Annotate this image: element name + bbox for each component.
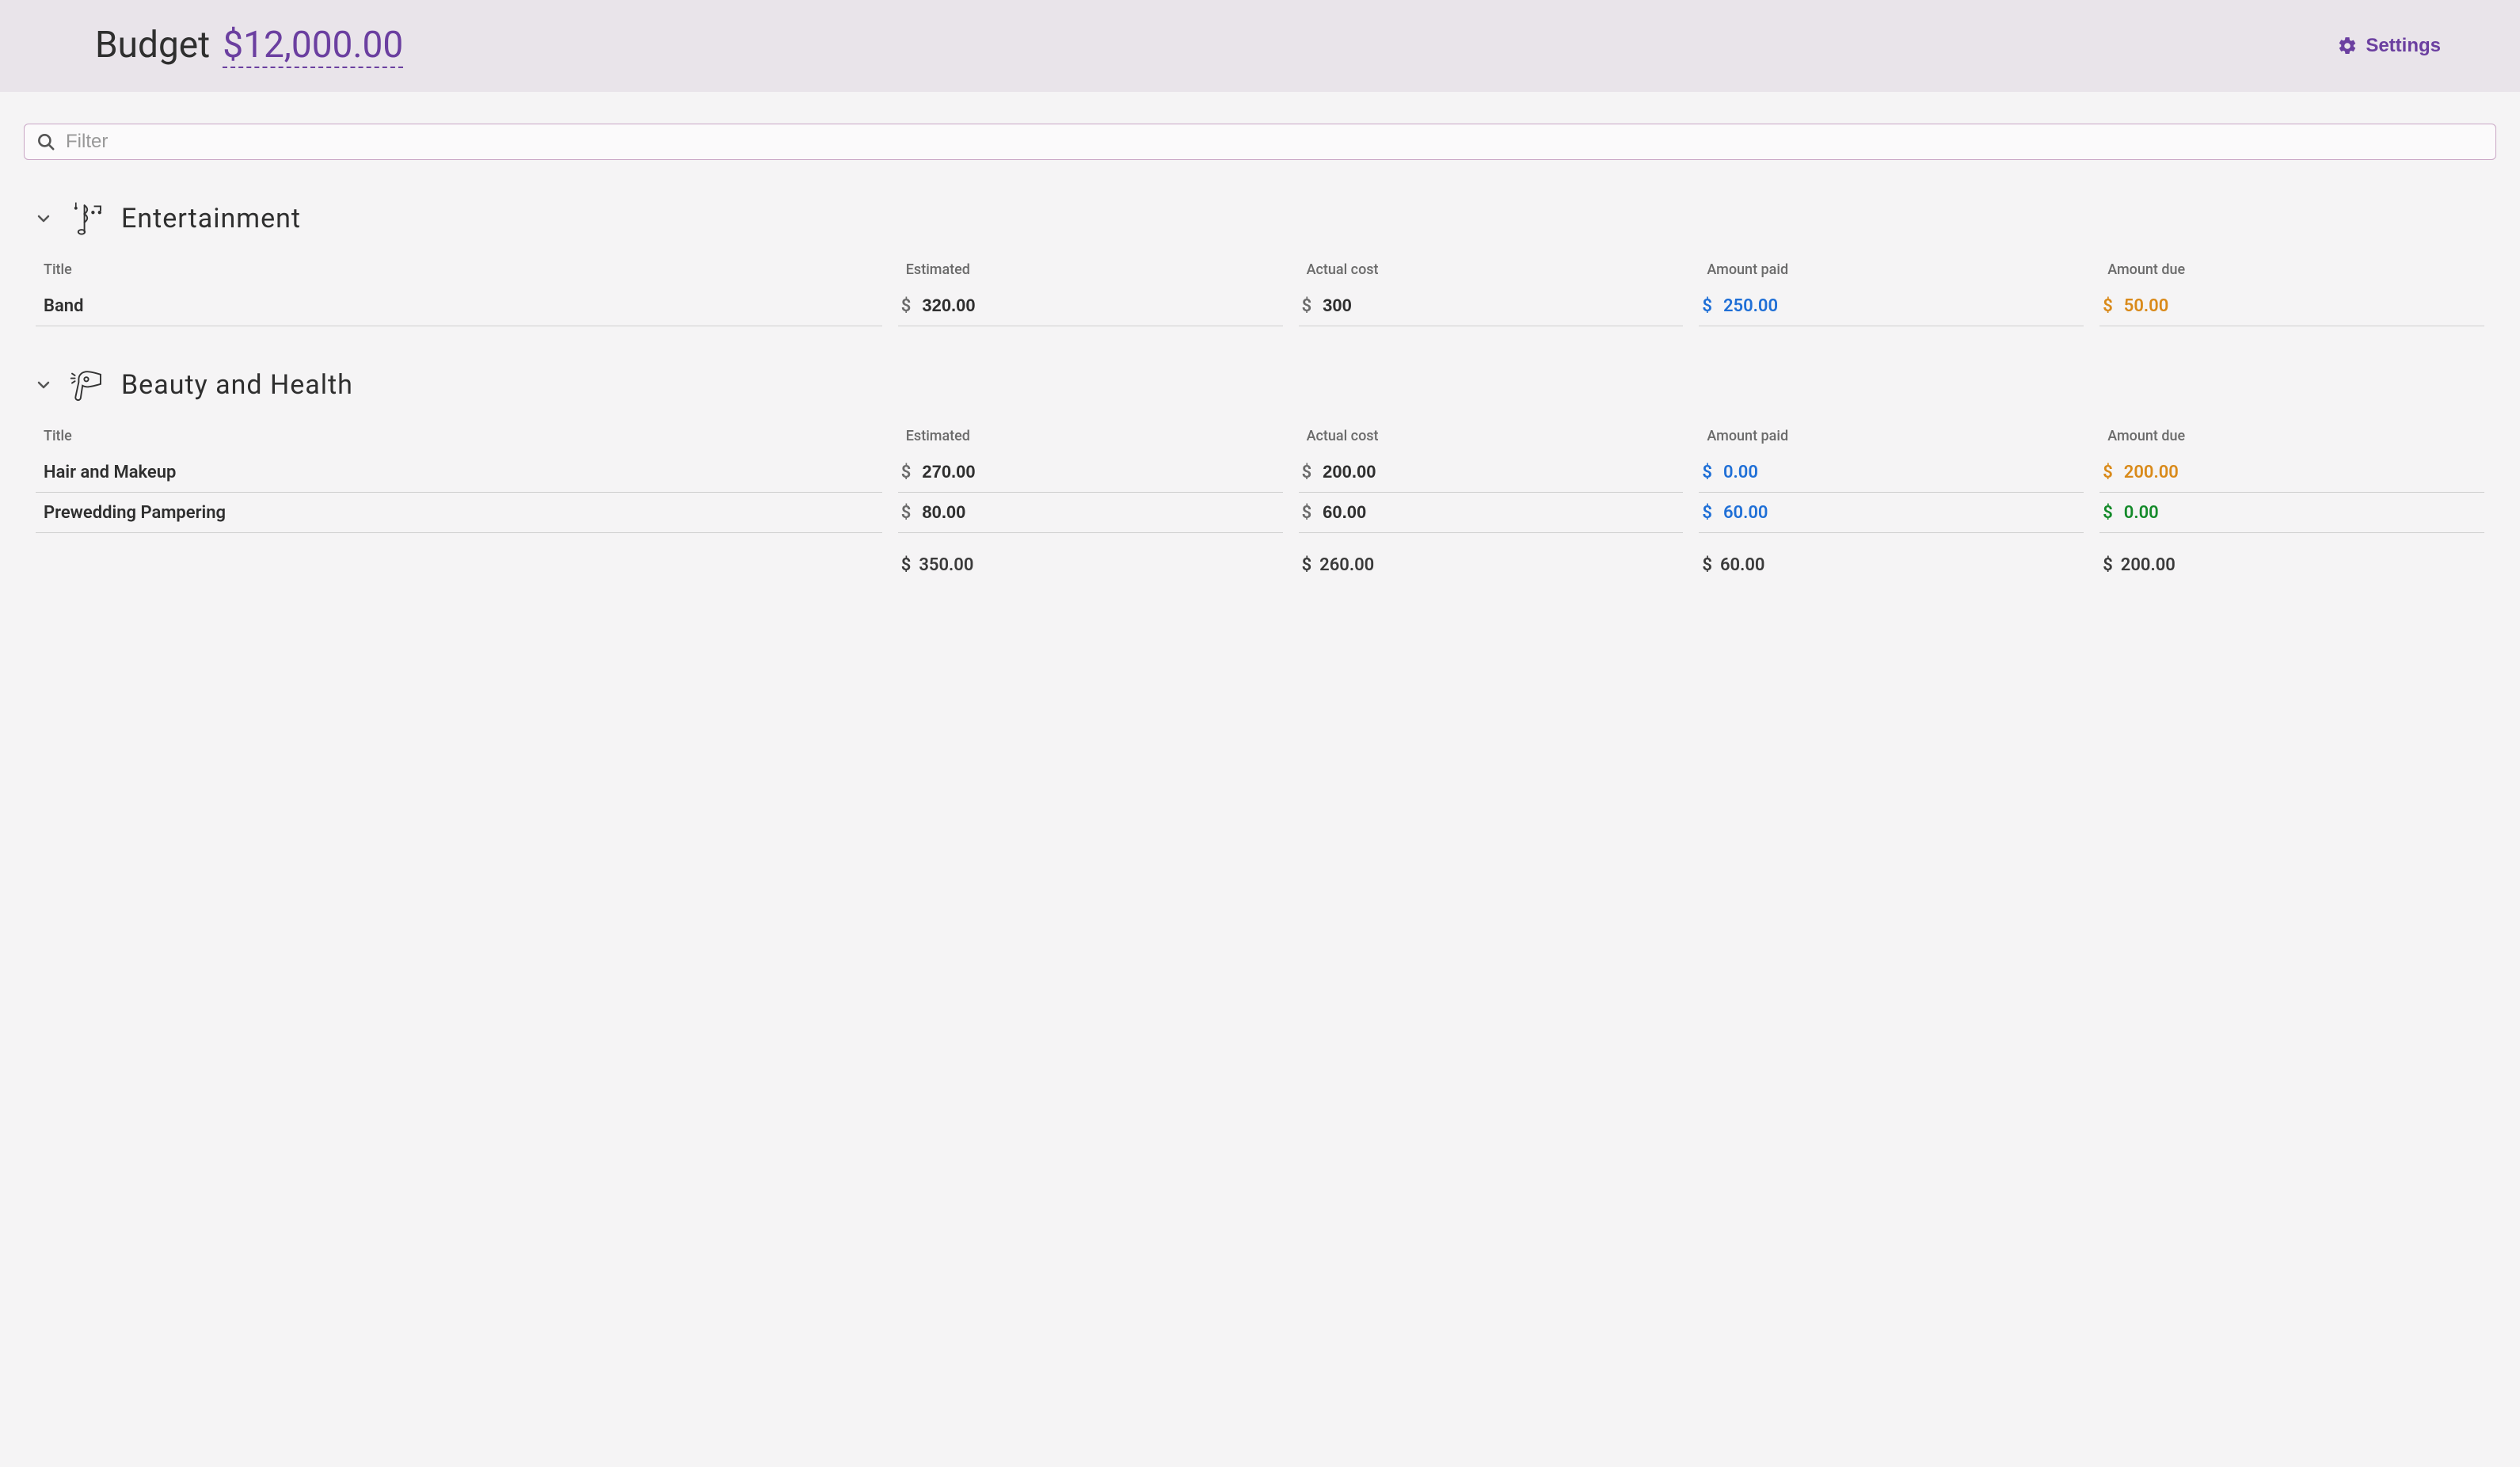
item-estimated-cell[interactable]: $ <box>898 494 1283 533</box>
dollar-sign: $ <box>901 503 912 523</box>
dollar-sign: $ <box>2103 503 2113 523</box>
budget-title: Budget $12,000.00 <box>95 24 403 68</box>
category-header[interactable]: Entertainment <box>36 200 2484 238</box>
search-icon <box>36 131 56 152</box>
col-header-due: Amount due <box>2099 258 2484 286</box>
table-row: Hair and Makeup$$$0.00$200.00 <box>36 454 2484 493</box>
dollar-sign: $ <box>2103 555 2113 575</box>
dollar-sign: $ <box>1302 463 1312 482</box>
col-header-title: Title <box>36 425 882 452</box>
page-header: Budget $12,000.00 Settings <box>0 0 2520 92</box>
estimated-input[interactable] <box>922 502 1279 523</box>
gear-icon <box>2337 36 2358 56</box>
dollar-sign: $ <box>2103 463 2113 482</box>
item-paid-cell[interactable]: $60.00 <box>1699 495 2084 533</box>
budget-label: Budget <box>95 24 210 67</box>
settings-button[interactable]: Settings <box>2337 35 2441 57</box>
total-paid: $60.00 <box>1699 549 2084 581</box>
col-header-title: Title <box>36 258 882 286</box>
actual-input[interactable] <box>1323 502 1680 523</box>
dollar-sign: $ <box>901 555 912 575</box>
paid-value: 0.00 <box>1723 463 1758 482</box>
categories-list: Entertainment Title Estimated Actual cost Am… <box>24 200 2496 581</box>
item-actual-cell[interactable]: $ <box>1299 288 1684 326</box>
dollar-sign: $ <box>1702 503 1712 523</box>
budget-amount[interactable]: $12,000.00 <box>223 24 403 68</box>
table-row: Band$$$250.00$50.00 <box>36 288 2484 326</box>
col-header-estimated: Estimated <box>898 425 1283 452</box>
item-due-cell[interactable]: $200.00 <box>2099 455 2484 493</box>
col-header-paid: Amount paid <box>1699 258 2084 286</box>
total-value: 260.00 <box>1319 555 1374 575</box>
content-area: Entertainment Title Estimated Actual cost Am… <box>0 92 2520 605</box>
dollar-sign: $ <box>901 296 912 316</box>
actual-input[interactable] <box>1323 462 1680 482</box>
category-table: Title Estimated Actual cost Amount paid Amou… <box>36 258 2484 326</box>
item-due-cell[interactable]: $50.00 <box>2099 288 2484 326</box>
dollar-sign: $ <box>1702 296 1712 316</box>
due-value: 0.00 <box>2124 503 2159 523</box>
chevron-down-icon <box>36 211 51 227</box>
total-due: $200.00 <box>2099 549 2484 581</box>
table-totals-row: $350.00$260.00$60.00$200.00 <box>36 549 2484 581</box>
col-header-paid: Amount paid <box>1699 425 2084 452</box>
category-name: Entertainment <box>121 203 301 234</box>
dollar-sign: $ <box>1302 296 1312 316</box>
item-due-cell[interactable]: $0.00 <box>2099 495 2484 533</box>
table-header-row: Title Estimated Actual cost Amount paid Amou… <box>36 258 2484 286</box>
total-value: 350.00 <box>919 555 973 575</box>
actual-input[interactable] <box>1323 295 1680 316</box>
category-entertainment: Entertainment Title Estimated Actual cost Am… <box>24 200 2496 326</box>
item-paid-cell[interactable]: $0.00 <box>1699 455 2084 493</box>
total-actual: $260.00 <box>1299 549 1684 581</box>
settings-label: Settings <box>2366 35 2441 57</box>
paid-value: 250.00 <box>1723 296 1778 316</box>
budget-page: Budget $12,000.00 Settings Entertainment… <box>0 0 2520 605</box>
table-header-row: Title Estimated Actual cost Amount paid Amou… <box>36 425 2484 452</box>
estimated-input[interactable] <box>922 462 1279 482</box>
dollar-sign: $ <box>2103 296 2113 316</box>
item-paid-cell[interactable]: $250.00 <box>1699 288 2084 326</box>
total-value: 200.00 <box>2121 555 2175 575</box>
paid-value: 60.00 <box>1723 503 1768 523</box>
filter-bar[interactable] <box>24 124 2496 160</box>
chevron-down-icon <box>36 377 51 393</box>
dollar-sign: $ <box>1302 555 1312 575</box>
total-estimated: $350.00 <box>898 549 1283 581</box>
dollar-sign: $ <box>901 463 912 482</box>
dollar-sign: $ <box>1702 555 1712 575</box>
category-table: Title Estimated Actual cost Amount paid Amou… <box>36 425 2484 581</box>
category-name: Beauty and Health <box>121 369 353 401</box>
item-title-cell[interactable]: Prewedding Pampering <box>36 495 882 533</box>
item-estimated-cell[interactable]: $ <box>898 454 1283 493</box>
item-actual-cell[interactable]: $ <box>1299 494 1684 533</box>
category-header[interactable]: Beauty and Health <box>36 366 2484 404</box>
dollar-sign: $ <box>1302 503 1312 523</box>
hairdryer-icon <box>67 366 105 404</box>
item-title-cell[interactable]: Band <box>36 288 882 326</box>
item-actual-cell[interactable]: $ <box>1299 454 1684 493</box>
col-header-actual: Actual cost <box>1299 425 1684 452</box>
category-beauty-health: Beauty and Health Title Estimated Actual co… <box>24 366 2496 581</box>
item-estimated-cell[interactable]: $ <box>898 288 1283 326</box>
dollar-sign: $ <box>1702 463 1712 482</box>
table-row: Prewedding Pampering$$$60.00$0.00 <box>36 494 2484 533</box>
due-value: 50.00 <box>2124 296 2169 316</box>
estimated-input[interactable] <box>922 295 1279 316</box>
filter-input[interactable] <box>66 131 2484 153</box>
item-title-cell[interactable]: Hair and Makeup <box>36 455 882 493</box>
due-value: 200.00 <box>2124 463 2179 482</box>
music-icon <box>67 200 105 238</box>
total-value: 60.00 <box>1720 555 1765 575</box>
col-header-estimated: Estimated <box>898 258 1283 286</box>
col-header-due: Amount due <box>2099 425 2484 452</box>
col-header-actual: Actual cost <box>1299 258 1684 286</box>
